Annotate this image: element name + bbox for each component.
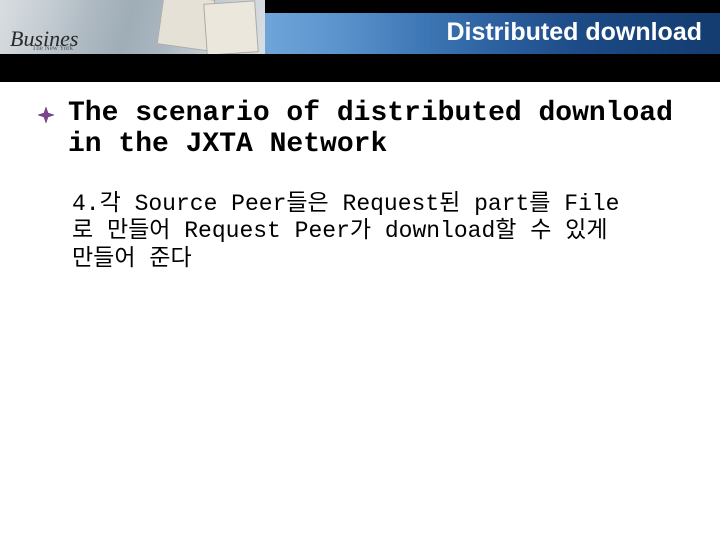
slide-body: The scenario of distributed download in … — [38, 98, 686, 274]
heading-row: The scenario of distributed download in … — [38, 98, 686, 161]
slide: Busines The New York Distributed downloa… — [0, 0, 720, 540]
header-band: Busines The New York Distributed downloa… — [0, 0, 720, 82]
header-photo: Busines The New York — [0, 0, 265, 54]
slide-title: Distributed download — [446, 18, 702, 47]
paragraph-text: 4.각 Source Peer들은 Request된 part를 File 로 … — [72, 191, 686, 274]
title-bar: Distributed download — [265, 13, 720, 54]
heading-text: The scenario of distributed download in … — [68, 98, 686, 161]
diamond-bullet-icon — [38, 107, 54, 123]
header-photo-keyword: Busines — [10, 26, 78, 52]
